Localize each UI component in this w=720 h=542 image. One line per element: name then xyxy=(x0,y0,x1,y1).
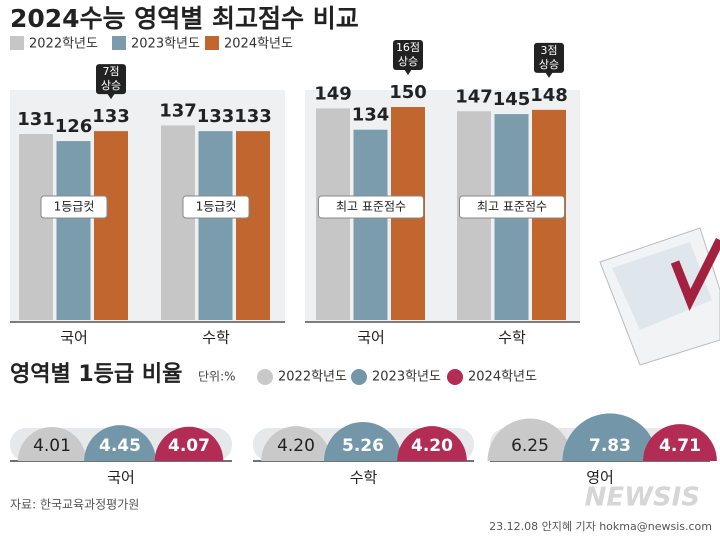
value-label: 148 xyxy=(530,85,568,106)
value-label: 133 xyxy=(92,106,130,127)
value-label: 7.83 xyxy=(589,436,631,456)
group-label-box xyxy=(40,195,108,219)
semicircle xyxy=(324,422,402,461)
callout-box xyxy=(96,64,126,95)
category-label: 국어 xyxy=(60,329,88,347)
legend-swatch xyxy=(257,369,273,385)
legend-label: 2022학년도 xyxy=(29,37,98,52)
semicircle xyxy=(17,426,87,461)
group-label-box xyxy=(182,195,250,219)
semicircle xyxy=(261,426,331,461)
legend-swatch xyxy=(10,36,24,50)
group-label-box xyxy=(318,195,424,219)
value-label: 126 xyxy=(55,116,93,137)
bar xyxy=(19,133,53,320)
legend-swatch xyxy=(112,36,126,50)
category-label: 영어 xyxy=(586,469,614,487)
callout-text: 7점 xyxy=(102,65,119,78)
category-label: 수학 xyxy=(350,469,378,487)
value-label: 149 xyxy=(314,83,352,104)
legend-swatch xyxy=(351,369,367,385)
category-label: 국어 xyxy=(357,329,385,347)
value-label: 4.01 xyxy=(33,436,71,456)
bar xyxy=(94,131,128,320)
value-label: 133 xyxy=(234,106,272,127)
legend-label: 2022학년도 xyxy=(278,370,347,385)
value-label: 4.07 xyxy=(168,436,210,456)
callout-text: 상승 xyxy=(101,79,121,92)
value-label: 4.20 xyxy=(411,436,453,456)
semicircle xyxy=(487,418,573,461)
category-label: 수학 xyxy=(498,329,526,347)
legend-label: 2023학년도 xyxy=(372,370,441,385)
callout-pointer xyxy=(545,71,553,78)
value-label: 150 xyxy=(389,82,427,103)
chart-title: 영역별 1등급 비율 xyxy=(10,362,182,387)
logo: NEWSIS xyxy=(585,483,700,513)
group-label: 1등급컷 xyxy=(54,200,95,214)
value-label: 137 xyxy=(159,100,197,121)
callout-box xyxy=(393,40,423,70)
legend-label: 2024학년도 xyxy=(468,370,537,385)
value-label: 4.20 xyxy=(277,436,315,456)
bar xyxy=(353,129,388,320)
category-label: 국어 xyxy=(107,469,135,487)
legend-label: 2023학년도 xyxy=(131,37,200,52)
bar xyxy=(161,125,195,321)
value-label: 4.45 xyxy=(99,436,141,456)
semicircle xyxy=(562,413,658,461)
credit: 23.12.08 안지혜 기자 hokma@newsis.com xyxy=(489,520,712,533)
callout-box xyxy=(534,42,564,73)
value-label: 5.26 xyxy=(342,436,384,456)
semicircle xyxy=(643,424,717,461)
callout-text: 16점 xyxy=(396,41,420,54)
callout-text: 상승 xyxy=(539,58,559,71)
semicircle xyxy=(154,426,224,461)
semicircle xyxy=(397,426,467,461)
callout-text: 3점 xyxy=(540,44,557,57)
callout-pointer xyxy=(107,93,115,100)
value-label: 6.25 xyxy=(511,436,549,456)
unit-label: 단위:% xyxy=(198,370,236,384)
group-label-box xyxy=(459,195,565,219)
legend-label: 2024학년도 xyxy=(224,37,293,52)
category-label: 수학 xyxy=(202,329,230,347)
group-label: 최고 표준점수 xyxy=(477,200,547,214)
value-label: 145 xyxy=(493,89,531,110)
bar xyxy=(198,131,233,320)
value-label: 134 xyxy=(352,105,390,126)
semicircle xyxy=(84,425,156,461)
group-label: 최고 표준점수 xyxy=(336,200,406,214)
value-label: 133 xyxy=(197,106,235,127)
value-label: 147 xyxy=(455,86,493,107)
main-title: 2024수능 영역별 최고점수 비교 xyxy=(10,4,359,33)
callout-text: 상승 xyxy=(398,55,418,68)
legend-swatch xyxy=(447,369,463,385)
value-label: 131 xyxy=(17,109,55,130)
source: 자료: 한국교육과정평가원 xyxy=(10,498,139,512)
legend-swatch xyxy=(205,36,219,50)
value-label: 4.71 xyxy=(659,436,701,456)
bar xyxy=(56,141,91,320)
bar xyxy=(236,131,270,320)
omr-card xyxy=(599,227,720,366)
callout-pointer xyxy=(404,69,412,75)
group-label: 1등급컷 xyxy=(196,200,237,214)
